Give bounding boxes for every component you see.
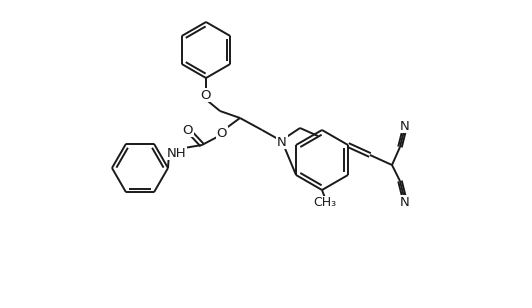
- Text: O: O: [217, 127, 227, 140]
- Text: O: O: [183, 124, 193, 136]
- Text: NH: NH: [167, 147, 187, 160]
- Text: N: N: [400, 120, 410, 132]
- Text: N: N: [400, 196, 410, 209]
- Text: CH₃: CH₃: [313, 197, 337, 209]
- Text: N: N: [277, 136, 287, 148]
- Text: O: O: [201, 88, 211, 102]
